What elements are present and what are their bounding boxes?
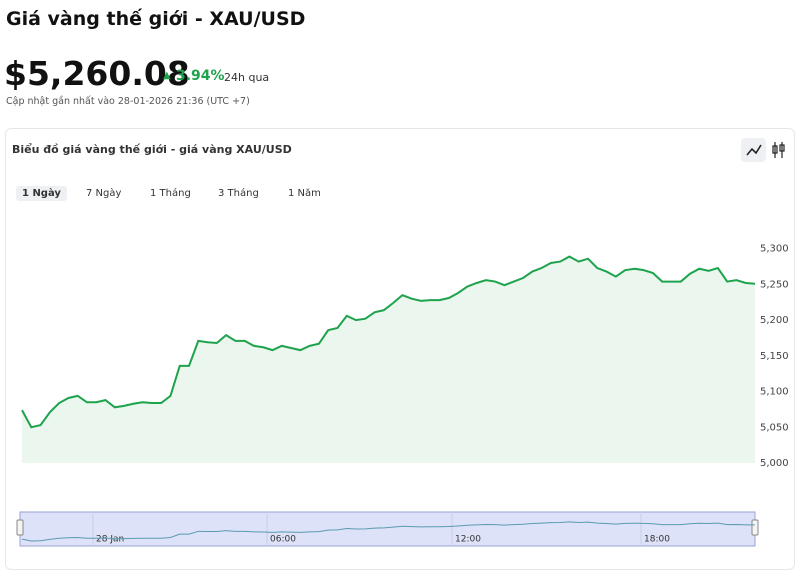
chart: 28 Jan 06:00 12:00 18:00 5,000 5,050 5,100…	[16, 138, 789, 547]
y-tick-label: 5,300	[760, 244, 789, 255]
updated: Cập nhật gần nhất vào 28-01-2026 21:36 (…	[6, 96, 250, 107]
y-tick-label: 5,200	[760, 315, 789, 326]
y-tick-label: 5,000	[760, 458, 789, 469]
tab[interactable]: 7 Ngày	[86, 188, 122, 199]
nav-label: 18:00	[644, 535, 670, 545]
change: 3.94%	[176, 68, 225, 84]
line-icon	[746, 144, 762, 156]
nav-handle[interactable]	[751, 519, 759, 536]
card-title: Biểu đồ giá vàng thế giới - giá vàng XAU…	[12, 143, 292, 156]
y-tick-label: 5,050	[760, 422, 789, 433]
price: $5,260.08	[4, 54, 190, 93]
navigator-grid	[92, 512, 642, 546]
navigator[interactable]	[19, 511, 756, 547]
page-title: Giá vàng thế giới - XAU/USD	[6, 8, 306, 30]
navigator-line	[21, 521, 756, 542]
page: {"header":{"title":"Giá vàng thế giới - …	[4, 8, 795, 570]
nav-label: 28 Jan	[96, 535, 124, 545]
tab[interactable]: 3 Tháng	[218, 188, 259, 199]
area-fill	[22, 256, 755, 463]
period: 24h qua	[224, 71, 270, 84]
y-tick-label: 5,150	[760, 351, 789, 362]
candle-button[interactable]	[772, 142, 785, 158]
y-tick-label: 5,250	[760, 279, 789, 290]
price-line	[21, 255, 756, 429]
tab[interactable]: 1 Tháng	[150, 188, 191, 199]
nav-label: 12:00	[455, 535, 481, 545]
tab[interactable]: 1 Năm	[288, 188, 321, 199]
nav-label: 06:00	[270, 535, 296, 545]
y-tick-label: 5,100	[760, 387, 789, 398]
up-arrow: ▲	[163, 70, 171, 81]
tab[interactable]: 1 Ngày	[16, 186, 67, 201]
nav-handle[interactable]	[16, 519, 24, 536]
